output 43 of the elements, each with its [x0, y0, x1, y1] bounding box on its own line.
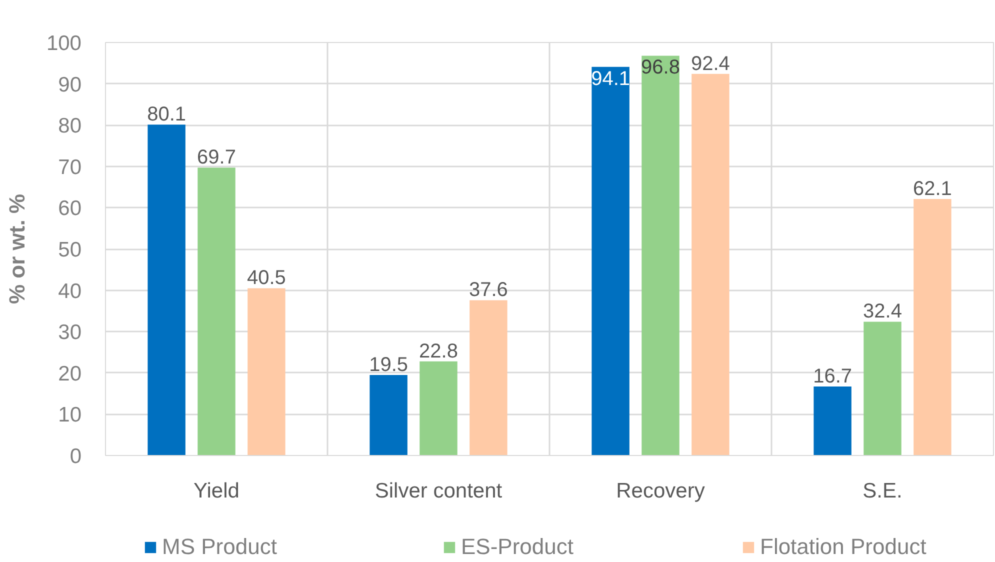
data-label: 92.4	[690, 52, 730, 75]
y-tick-label: 80	[58, 114, 82, 138]
data-label: 80.1	[147, 104, 186, 126]
data-label: 62.1	[912, 178, 952, 200]
data-label: 69.7	[197, 146, 236, 169]
bar	[198, 168, 236, 456]
data-label: 19.5	[369, 354, 408, 376]
y-tick-label: 100	[46, 32, 82, 55]
data-label: 94.1	[591, 68, 630, 90]
y-tick-label: 40	[58, 280, 82, 303]
bar	[864, 322, 902, 456]
legend-label: Flotation Product	[760, 534, 928, 560]
bar	[148, 124, 186, 456]
x-tick-label: Silver content	[374, 480, 502, 502]
bar	[642, 56, 680, 456]
x-tick-label: Recovery	[616, 480, 706, 502]
y-axis-title: % or wt. %	[4, 194, 30, 304]
data-label: 16.7	[813, 366, 852, 388]
x-tick-label: Yield	[194, 480, 240, 502]
legend-label: MS Product	[162, 534, 278, 560]
data-label: 37.6	[468, 279, 508, 302]
legend-label: ES-Product	[461, 534, 574, 560]
data-label: 22.8	[419, 340, 458, 362]
data-label: 32.4	[863, 300, 902, 323]
bar	[692, 74, 730, 456]
y-tick-label: 50	[58, 238, 82, 262]
bar	[914, 199, 952, 456]
y-tick-label: 60	[58, 197, 82, 220]
y-tick-label: 90	[58, 73, 82, 96]
y-tick-label: 30	[58, 321, 82, 344]
bar	[592, 66, 630, 456]
bar	[248, 288, 286, 456]
y-tick-label: 70	[58, 156, 82, 179]
x-tick-label: S.E.	[862, 480, 902, 502]
bar	[420, 361, 458, 456]
bar	[470, 300, 508, 456]
y-tick-label: 20	[58, 362, 82, 386]
y-tick-label: 0	[70, 445, 82, 468]
data-label: 96.8	[641, 56, 680, 79]
bar	[370, 374, 408, 456]
data-label: 40.5	[246, 267, 286, 290]
bar	[814, 386, 852, 456]
y-tick-label: 10	[58, 404, 82, 427]
